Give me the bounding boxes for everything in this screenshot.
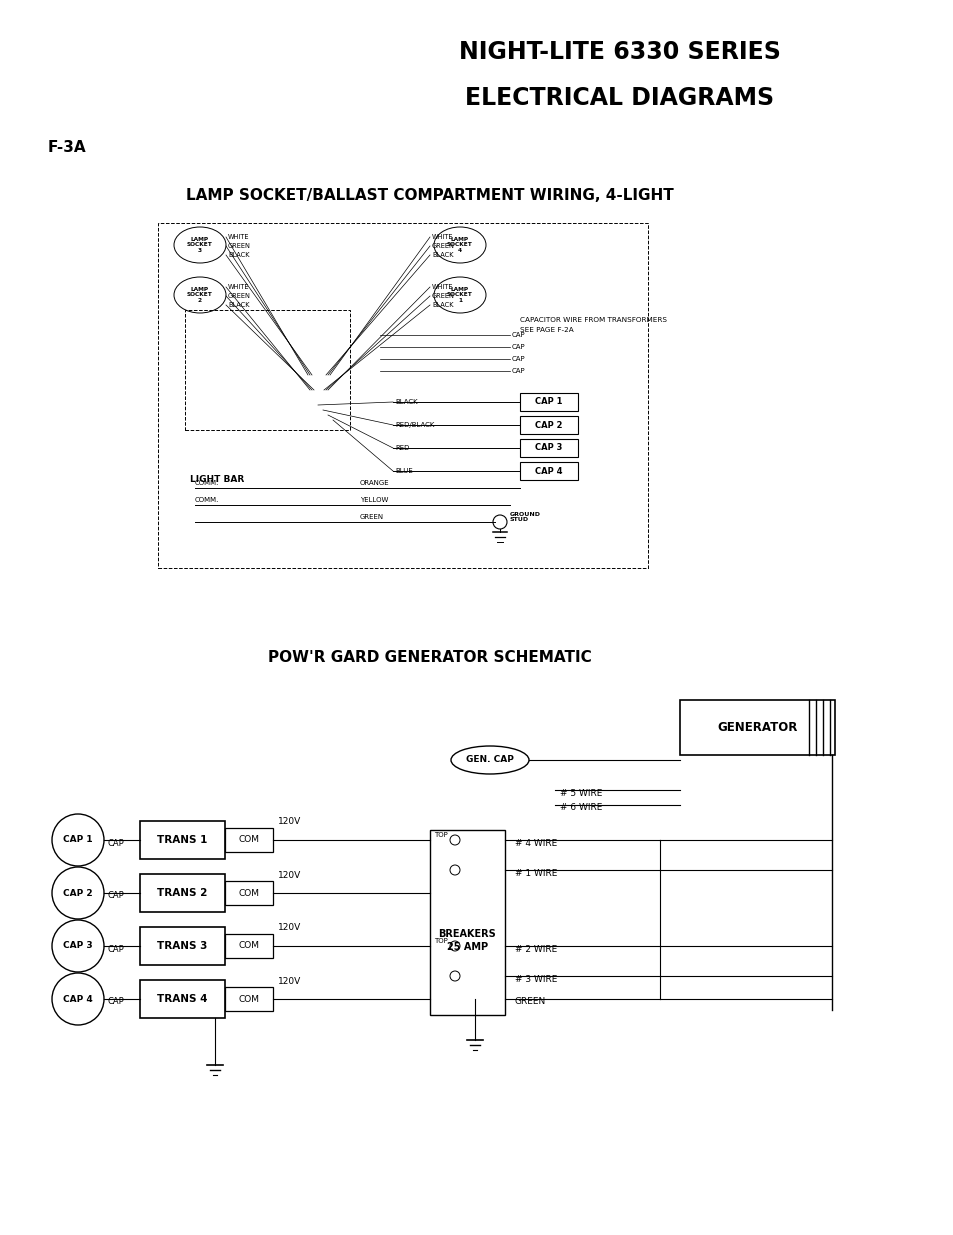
Text: GREEN: GREEN bbox=[432, 293, 455, 299]
Text: # 1 WIRE: # 1 WIRE bbox=[515, 868, 557, 878]
Text: GEN. CAP: GEN. CAP bbox=[466, 756, 514, 764]
Text: GREEN: GREEN bbox=[515, 998, 546, 1007]
Text: # 5 WIRE: # 5 WIRE bbox=[559, 788, 601, 798]
Text: TRANS 1: TRANS 1 bbox=[157, 835, 208, 845]
Text: CAP 2: CAP 2 bbox=[535, 420, 562, 430]
Bar bbox=[519, 393, 578, 411]
Bar bbox=[679, 700, 834, 755]
Text: 120V: 120V bbox=[277, 924, 301, 932]
Text: # 3 WIRE: # 3 WIRE bbox=[515, 974, 557, 983]
Bar bbox=[185, 310, 350, 430]
Text: BLACK: BLACK bbox=[395, 399, 417, 405]
Text: CAP 2: CAP 2 bbox=[63, 888, 92, 898]
Text: CAP: CAP bbox=[108, 892, 125, 900]
Bar bbox=[225, 934, 273, 958]
Text: COM: COM bbox=[238, 888, 259, 898]
Text: COM: COM bbox=[238, 941, 259, 951]
Text: TRANS 4: TRANS 4 bbox=[157, 994, 208, 1004]
Text: BLACK: BLACK bbox=[432, 252, 453, 258]
Bar bbox=[140, 927, 225, 965]
Text: CAP: CAP bbox=[512, 368, 525, 374]
Text: CAP: CAP bbox=[512, 332, 525, 338]
Bar bbox=[140, 874, 225, 911]
Text: COM: COM bbox=[238, 836, 259, 845]
Text: CAP: CAP bbox=[108, 998, 125, 1007]
Text: CAP 4: CAP 4 bbox=[535, 467, 562, 475]
Bar bbox=[519, 438, 578, 457]
Text: GREEN: GREEN bbox=[432, 243, 455, 249]
Text: LAMP
SOCKET
2: LAMP SOCKET 2 bbox=[187, 287, 213, 304]
Text: CAP: CAP bbox=[512, 356, 525, 362]
Text: LIGHT BAR: LIGHT BAR bbox=[190, 475, 244, 484]
Text: CAP: CAP bbox=[108, 839, 125, 847]
Text: GREEN: GREEN bbox=[359, 514, 384, 520]
Text: CAP 3: CAP 3 bbox=[535, 443, 562, 452]
Text: COMM.: COMM. bbox=[194, 480, 219, 487]
Text: ORANGE: ORANGE bbox=[359, 480, 389, 487]
Bar bbox=[519, 462, 578, 480]
Text: # 2 WIRE: # 2 WIRE bbox=[515, 945, 557, 953]
Text: RED: RED bbox=[395, 445, 409, 451]
Text: CAPACITOR WIRE FROM TRANSFORMERS: CAPACITOR WIRE FROM TRANSFORMERS bbox=[519, 317, 666, 324]
Bar bbox=[225, 987, 273, 1011]
Text: TRANS 3: TRANS 3 bbox=[157, 941, 208, 951]
Bar bbox=[430, 830, 504, 1015]
Text: CAP 4: CAP 4 bbox=[63, 994, 92, 1004]
Text: BREAKERS
25 AMP: BREAKERS 25 AMP bbox=[438, 929, 496, 952]
Text: GENERATOR: GENERATOR bbox=[717, 721, 797, 734]
Text: WHITE: WHITE bbox=[228, 233, 250, 240]
Text: CAP 1: CAP 1 bbox=[63, 836, 92, 845]
Text: GREEN: GREEN bbox=[228, 293, 251, 299]
Text: TRANS 2: TRANS 2 bbox=[157, 888, 208, 898]
Text: TOP: TOP bbox=[434, 832, 447, 839]
Text: SEE PAGE F-2A: SEE PAGE F-2A bbox=[519, 327, 573, 333]
Text: BLACK: BLACK bbox=[228, 303, 250, 308]
Text: LAMP
SOCKET
1: LAMP SOCKET 1 bbox=[447, 287, 473, 304]
Text: CAP: CAP bbox=[512, 345, 525, 350]
Bar bbox=[158, 224, 647, 568]
Text: 120V: 120V bbox=[277, 871, 301, 879]
Text: 120V: 120V bbox=[277, 977, 301, 986]
Text: F-3A: F-3A bbox=[48, 141, 87, 156]
Bar bbox=[225, 881, 273, 905]
Text: LAMP SOCKET/BALLAST COMPARTMENT WIRING, 4-LIGHT: LAMP SOCKET/BALLAST COMPARTMENT WIRING, … bbox=[186, 188, 673, 203]
Bar bbox=[519, 416, 578, 433]
Text: CAP 3: CAP 3 bbox=[63, 941, 92, 951]
Text: 120V: 120V bbox=[277, 818, 301, 826]
Text: LAMP
SOCKET
4: LAMP SOCKET 4 bbox=[447, 237, 473, 253]
Text: ELECTRICAL DIAGRAMS: ELECTRICAL DIAGRAMS bbox=[465, 86, 774, 110]
Text: # 4 WIRE: # 4 WIRE bbox=[515, 839, 557, 847]
Bar bbox=[225, 827, 273, 852]
Text: YELLOW: YELLOW bbox=[359, 496, 388, 503]
Text: # 6 WIRE: # 6 WIRE bbox=[559, 804, 601, 813]
Bar bbox=[140, 981, 225, 1018]
Text: NIGHT-LITE 6330 SERIES: NIGHT-LITE 6330 SERIES bbox=[458, 40, 781, 64]
Text: CAP: CAP bbox=[108, 945, 125, 953]
Text: GREEN: GREEN bbox=[228, 243, 251, 249]
Text: WHITE: WHITE bbox=[432, 233, 453, 240]
Text: TOP: TOP bbox=[434, 939, 447, 944]
Text: CAP 1: CAP 1 bbox=[535, 398, 562, 406]
Text: COM: COM bbox=[238, 994, 259, 1004]
Text: GROUND
STUD: GROUND STUD bbox=[510, 511, 540, 522]
Text: WHITE: WHITE bbox=[432, 284, 453, 290]
Bar bbox=[140, 821, 225, 860]
Text: COMM.: COMM. bbox=[194, 496, 219, 503]
Text: RED/BLACK: RED/BLACK bbox=[395, 422, 434, 429]
Text: BLUE: BLUE bbox=[395, 468, 413, 474]
Text: BLACK: BLACK bbox=[432, 303, 453, 308]
Text: LAMP
SOCKET
3: LAMP SOCKET 3 bbox=[187, 237, 213, 253]
Text: POW'R GARD GENERATOR SCHEMATIC: POW'R GARD GENERATOR SCHEMATIC bbox=[268, 651, 591, 666]
Text: WHITE: WHITE bbox=[228, 284, 250, 290]
Text: BLACK: BLACK bbox=[228, 252, 250, 258]
